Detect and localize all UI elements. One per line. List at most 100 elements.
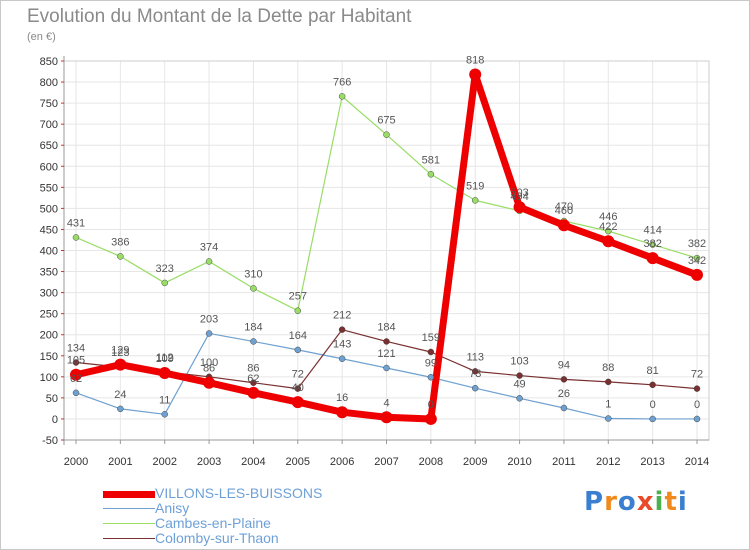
data-label: 382 (688, 238, 706, 250)
data-point (649, 241, 656, 248)
data-label: 73 (469, 368, 481, 380)
legend-swatch-villons (103, 491, 155, 498)
y-tick-label: 650 (40, 140, 58, 152)
grid-lines (63, 60, 710, 441)
data-point (72, 359, 80, 366)
y-tick-label: 200 (40, 330, 58, 342)
data-point (649, 415, 656, 423)
data-label: 519 (466, 180, 484, 192)
data-point (605, 415, 612, 422)
data-label: 62 (247, 373, 259, 385)
data-label: 414 (643, 225, 661, 237)
data-label: 323 (156, 263, 174, 275)
data-label: 164 (289, 330, 307, 342)
x-tick-label: 2009 (463, 456, 487, 468)
data-label: 184 (244, 321, 262, 333)
data-label: 470 (555, 201, 573, 213)
legend-label-colomby: Colomby-sur-Thaon (155, 530, 279, 546)
data-point (250, 285, 257, 292)
data-label: 310 (244, 268, 262, 280)
data-point (203, 376, 216, 389)
y-axis: -50 0 50 100 150 200 250 300 350 400 450 500 550 600 6… (40, 56, 65, 447)
data-point (605, 227, 612, 235)
data-label: 112 (156, 352, 174, 364)
data-label: 62 (70, 373, 82, 385)
data-label: 143 (333, 339, 351, 351)
proxiti-logo: Proxiti (584, 487, 688, 517)
data-point (605, 378, 612, 386)
x-tick-label: 2011 (552, 456, 576, 468)
data-label: 105 (67, 355, 85, 367)
data-point (338, 93, 346, 100)
data-point (294, 307, 302, 314)
data-label: 159 (422, 332, 440, 344)
data-point (427, 348, 435, 356)
data-point (205, 330, 213, 337)
x-tick-label: 2014 (685, 456, 709, 468)
data-point (72, 389, 80, 397)
data-label: 81 (647, 365, 659, 377)
legend-label-anisy: Anisy (155, 500, 190, 516)
x-tick-label: 2002 (152, 456, 176, 468)
data-point (471, 197, 479, 204)
data-point (693, 415, 701, 423)
legend-swatch-colomby (103, 538, 155, 539)
data-label: 11 (159, 394, 170, 406)
data-point (336, 406, 349, 419)
data-point (557, 219, 570, 232)
data-label: 1 (605, 399, 611, 411)
data-point (424, 412, 437, 425)
data-point (427, 374, 435, 381)
data-label: 123 (111, 347, 129, 359)
data-point (338, 355, 346, 362)
data-label: 503 (510, 187, 528, 199)
data-point (649, 381, 656, 389)
unit-label: (en €) (27, 31, 56, 43)
data-label: 16 (336, 392, 348, 404)
data-label: 460 (555, 205, 573, 217)
data-label: 0 (694, 399, 700, 411)
data-point (114, 358, 127, 371)
x-tick-label: 2003 (197, 456, 221, 468)
y-tick-label: 400 (40, 246, 58, 258)
data-point (158, 367, 171, 380)
logo-letter: o (617, 487, 637, 517)
data-point (247, 386, 260, 399)
data-label: 134 (67, 343, 85, 355)
data-point (471, 384, 479, 392)
y-tick-label: 500 (40, 203, 58, 215)
data-point (516, 372, 523, 379)
x-tick-label: 2007 (374, 456, 398, 468)
data-point (646, 252, 659, 265)
logo-letter: i (677, 487, 688, 517)
data-label: 72 (691, 369, 703, 381)
data-point (294, 346, 302, 354)
data-label: 203 (200, 313, 218, 325)
y-tick-label: 550 (40, 182, 58, 194)
y-tick-label: 50 (46, 393, 58, 405)
data-label: 422 (599, 221, 617, 233)
y-tick-label: 350 (40, 267, 58, 279)
data-point (383, 364, 390, 372)
data-label: 257 (289, 291, 307, 303)
data-point (205, 258, 213, 265)
data-point (117, 253, 124, 260)
data-point (602, 235, 615, 248)
data-point (294, 385, 302, 392)
data-label: 109 (156, 353, 174, 365)
data-label: 0 (650, 399, 656, 411)
logo-letter: x (636, 487, 655, 517)
data-label: 431 (67, 217, 85, 229)
data-label: 342 (688, 255, 706, 267)
data-label: 26 (558, 388, 570, 400)
data-label: 675 (377, 115, 395, 127)
data-point (70, 368, 82, 381)
data-label: 40 (292, 382, 304, 394)
x-tick-label: 2012 (596, 456, 620, 468)
data-label: 184 (377, 321, 395, 333)
data-label: 818 (466, 54, 484, 66)
data-label: 24 (114, 389, 126, 401)
x-tick-label: 2005 (286, 456, 310, 468)
